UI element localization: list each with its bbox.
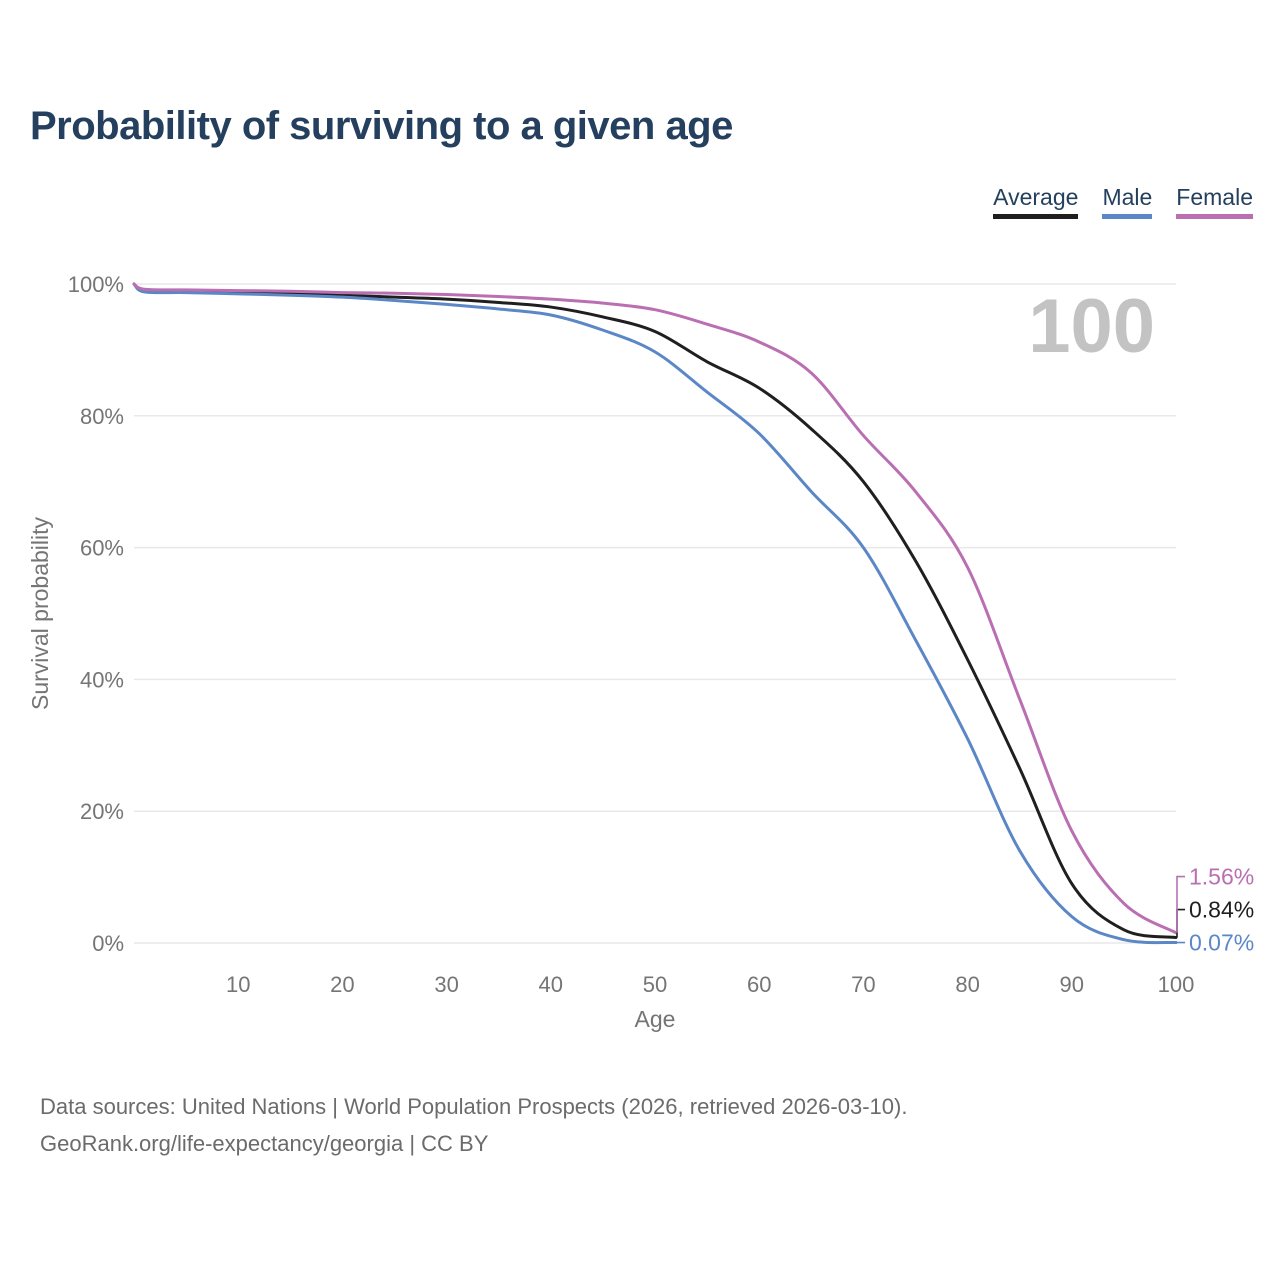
y-tick-label: 60%: [80, 536, 124, 561]
x-tick-label: 40: [539, 972, 563, 997]
x-tick-label: 10: [226, 972, 250, 997]
series-line-average[interactable]: [132, 282, 1178, 939]
chart-legend: Average Male Female: [993, 184, 1253, 219]
end-label-connector-average: [1176, 908, 1185, 938]
page-title: Probability of surviving to a given age: [30, 104, 733, 148]
end-value-label-male: 0.07%: [1189, 930, 1254, 956]
chart-canvas: 0% 20% 40% 60% 80% 100% 10 20 30 40 50 60 70 80 90 100 A…: [27, 272, 1254, 1032]
end-label-connector-female: [1176, 875, 1185, 933]
x-tick-label: 70: [851, 972, 875, 997]
x-tick-label: 100: [1158, 972, 1195, 997]
watermark-value: 100: [1028, 284, 1155, 369]
end-value-label-female: 1.56%: [1189, 864, 1254, 890]
y-tick-label: 100%: [68, 272, 124, 297]
legend-item-male[interactable]: Male: [1102, 184, 1153, 219]
x-tick-label: 50: [643, 972, 667, 997]
footer-sources-line: Data sources: United Nations | World Pop…: [40, 1094, 908, 1119]
survival-chart: 0% 20% 40% 60% 80% 100% 10 20 30 40 50 60 70 80 90 100 A…: [0, 240, 1280, 1060]
y-tick-label: 40%: [80, 667, 124, 692]
footer-attribution-line: GeoRank.org/life-expectancy/georgia | CC…: [40, 1131, 489, 1156]
x-tick-label: 60: [747, 972, 771, 997]
series-line-male[interactable]: [132, 282, 1178, 945]
y-axis-title: Survival probability: [27, 516, 53, 710]
x-tick-label: 20: [330, 972, 354, 997]
x-tick-label: 90: [1060, 972, 1084, 997]
x-axis-title: Age: [635, 1006, 676, 1032]
x-tick-label: 30: [434, 972, 458, 997]
end-value-label-average: 0.84%: [1189, 897, 1254, 923]
y-tick-label: 20%: [80, 799, 124, 824]
y-tick-label: 80%: [80, 404, 124, 429]
y-tick-label: 0%: [92, 931, 124, 956]
legend-item-average[interactable]: Average: [993, 184, 1079, 219]
data-sources-footer: Data sources: United Nations | World Pop…: [40, 1088, 1190, 1162]
legend-item-female[interactable]: Female: [1176, 184, 1253, 219]
series-line-female[interactable]: [132, 282, 1178, 935]
x-tick-label: 80: [955, 972, 979, 997]
